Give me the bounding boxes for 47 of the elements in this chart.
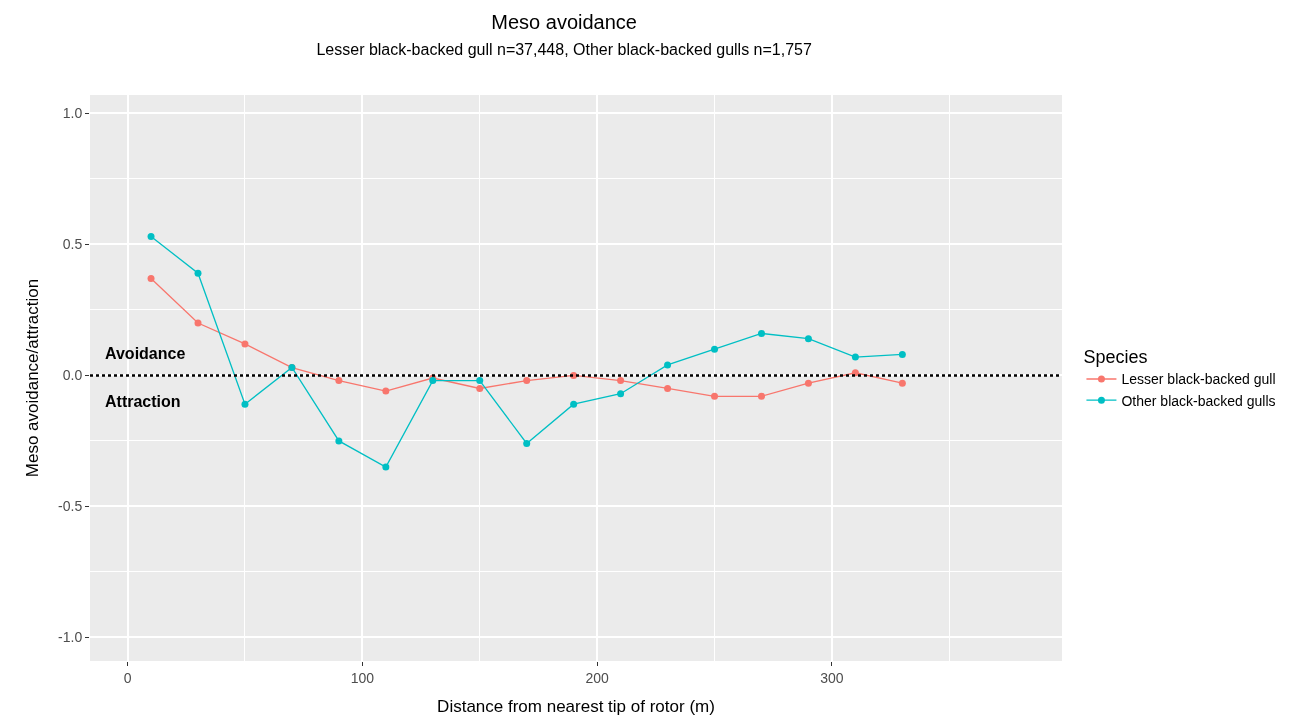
- y-tick-label: -1.0: [58, 629, 83, 646]
- legend-label: Lesser black-backed gull: [1121, 371, 1276, 388]
- chart-title: Meso avoidance: [491, 11, 637, 33]
- point: [711, 392, 719, 400]
- point: [757, 392, 765, 400]
- point: [664, 361, 672, 369]
- point: [382, 463, 390, 471]
- x-axis-title: Distance from nearest tip of rotor (m): [437, 697, 715, 717]
- point: [851, 369, 859, 377]
- point: [382, 387, 390, 395]
- point: [147, 233, 155, 240]
- y-tick-label: -0.5: [58, 498, 83, 515]
- x-tick-label: 0: [123, 669, 132, 686]
- point: [194, 319, 202, 327]
- point: [476, 377, 484, 385]
- point: [664, 384, 672, 392]
- point: [147, 274, 155, 282]
- point: [757, 329, 765, 337]
- point: [804, 335, 812, 343]
- annotation: Avoidance: [105, 345, 186, 362]
- point: [476, 384, 484, 392]
- point: [523, 440, 531, 448]
- y-tick-label: 1.0: [62, 105, 83, 122]
- point: [241, 400, 249, 408]
- x-tick-label: 100: [350, 669, 375, 686]
- y-tick-label: 0.0: [62, 367, 83, 384]
- legend-label: Other black-backed gulls: [1121, 392, 1276, 409]
- x-tick-label: 300: [820, 669, 844, 686]
- annotation: Attraction: [105, 393, 181, 410]
- y-tick-label: 0.5: [62, 236, 83, 253]
- point: [570, 400, 578, 408]
- point: [335, 377, 343, 385]
- point: [241, 340, 249, 348]
- point: [194, 269, 202, 277]
- y-axis-title: Meso avoidance/attraction: [22, 278, 42, 478]
- point: [898, 350, 906, 358]
- point: [523, 377, 531, 385]
- point: [804, 379, 812, 387]
- chart-subtitle: Lesser black-backed gull n=37,448, Other black-backed gulls n=1,757: [316, 41, 812, 58]
- x-tick-label: 200: [585, 669, 610, 686]
- legend-title: Species: [1083, 347, 1148, 368]
- point: [617, 390, 625, 398]
- point: [711, 345, 719, 353]
- point: [617, 377, 625, 385]
- point: [335, 437, 343, 445]
- point: [898, 379, 906, 387]
- point: [851, 353, 859, 361]
